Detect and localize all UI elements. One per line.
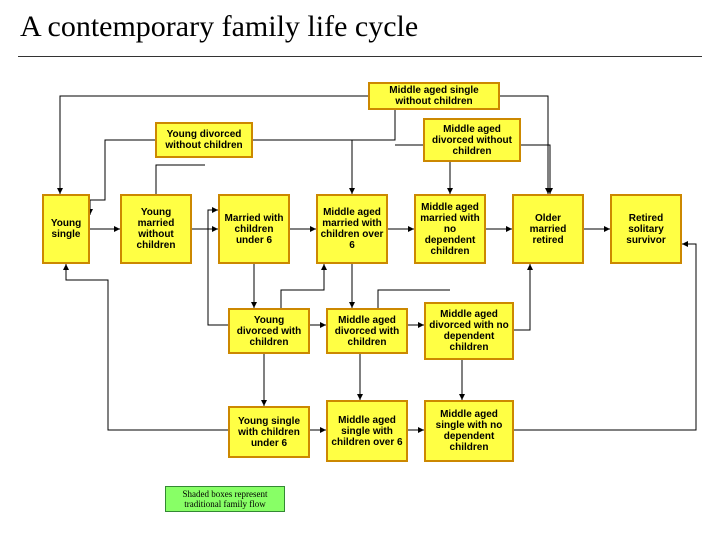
node-young_married_nochild: Young married without children xyxy=(120,194,192,264)
page-title: A contemporary family life cycle xyxy=(20,10,418,44)
legend-box: Shaded boxes represent traditional famil… xyxy=(165,486,285,512)
node-ma_married_child_o6: Middle aged married with children over 6 xyxy=(316,194,388,264)
node-ma_div_child: Middle aged divorced with children xyxy=(326,308,408,354)
edge xyxy=(514,244,696,430)
node-young_div_nochild: Young divorced without children xyxy=(155,122,253,158)
node-older_married: Older married retired xyxy=(512,194,584,264)
node-ma_div_nodep: Middle aged divorced with no dependent c… xyxy=(424,302,514,360)
node-ma_single_nochild: Middle aged single without children xyxy=(368,82,500,110)
node-ma_single_nodep: Middle aged single with no dependent chi… xyxy=(424,400,514,462)
edge xyxy=(253,140,352,194)
node-ma_single_child_o6: Middle aged single with children over 6 xyxy=(326,400,408,462)
legend-text: Shaded boxes represent traditional famil… xyxy=(168,489,282,509)
edge xyxy=(521,145,550,194)
edge xyxy=(156,165,205,194)
node-young_single_child_u6: Young single with children under 6 xyxy=(228,406,310,458)
edge xyxy=(66,264,228,430)
node-young_single: Young single xyxy=(42,194,90,264)
node-ma_div_nochild: Middle aged divorced without children xyxy=(423,118,521,162)
edge xyxy=(514,264,530,330)
node-ma_married_nodep: Middle aged married with no dependent ch… xyxy=(414,194,486,264)
node-retired_solitary: Retired solitary survivor xyxy=(610,194,682,264)
node-married_child_u6: Married with children under 6 xyxy=(218,194,290,264)
edge xyxy=(352,110,395,140)
node-young_div_child: Young divorced with children xyxy=(228,308,310,354)
title-rule xyxy=(18,56,702,57)
edge xyxy=(281,264,324,308)
